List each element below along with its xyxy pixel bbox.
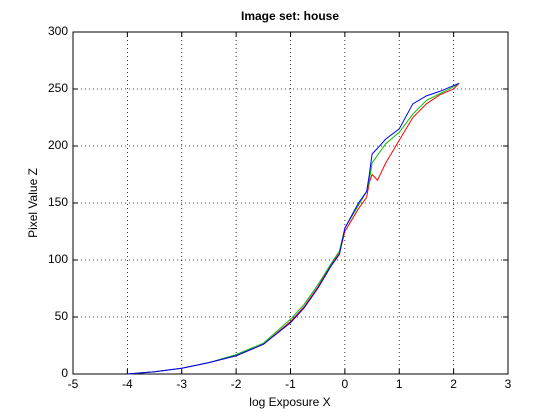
- y-tick-label: 300: [48, 24, 68, 38]
- y-axis-label: Pixel Value Z: [26, 168, 40, 238]
- x-tick-label: -4: [122, 377, 133, 391]
- x-tick-label: 0: [342, 377, 349, 391]
- y-tick-label: 0: [61, 366, 68, 380]
- y-tick-label: 100: [48, 252, 68, 266]
- x-tick-label: -3: [176, 377, 187, 391]
- y-tick-label: 150: [48, 195, 68, 209]
- x-tick-label: -1: [285, 377, 296, 391]
- y-tick-label: 50: [55, 309, 69, 323]
- chart-title: Image set: house: [241, 9, 339, 23]
- x-axis-label: log Exposure X: [249, 395, 330, 409]
- x-tick-label: 3: [505, 377, 512, 391]
- line-series: [127, 82, 460, 375]
- y-tick-label: 250: [48, 81, 68, 95]
- line-series: [127, 82, 460, 375]
- plot-frame: [72, 31, 509, 375]
- y-tick-label: 200: [48, 138, 68, 152]
- x-tick-label: -5: [68, 377, 79, 391]
- line-series: [127, 82, 460, 375]
- x-tick-label: -2: [231, 377, 242, 391]
- x-tick-label: 1: [396, 377, 403, 391]
- x-tick-label: 2: [450, 377, 457, 391]
